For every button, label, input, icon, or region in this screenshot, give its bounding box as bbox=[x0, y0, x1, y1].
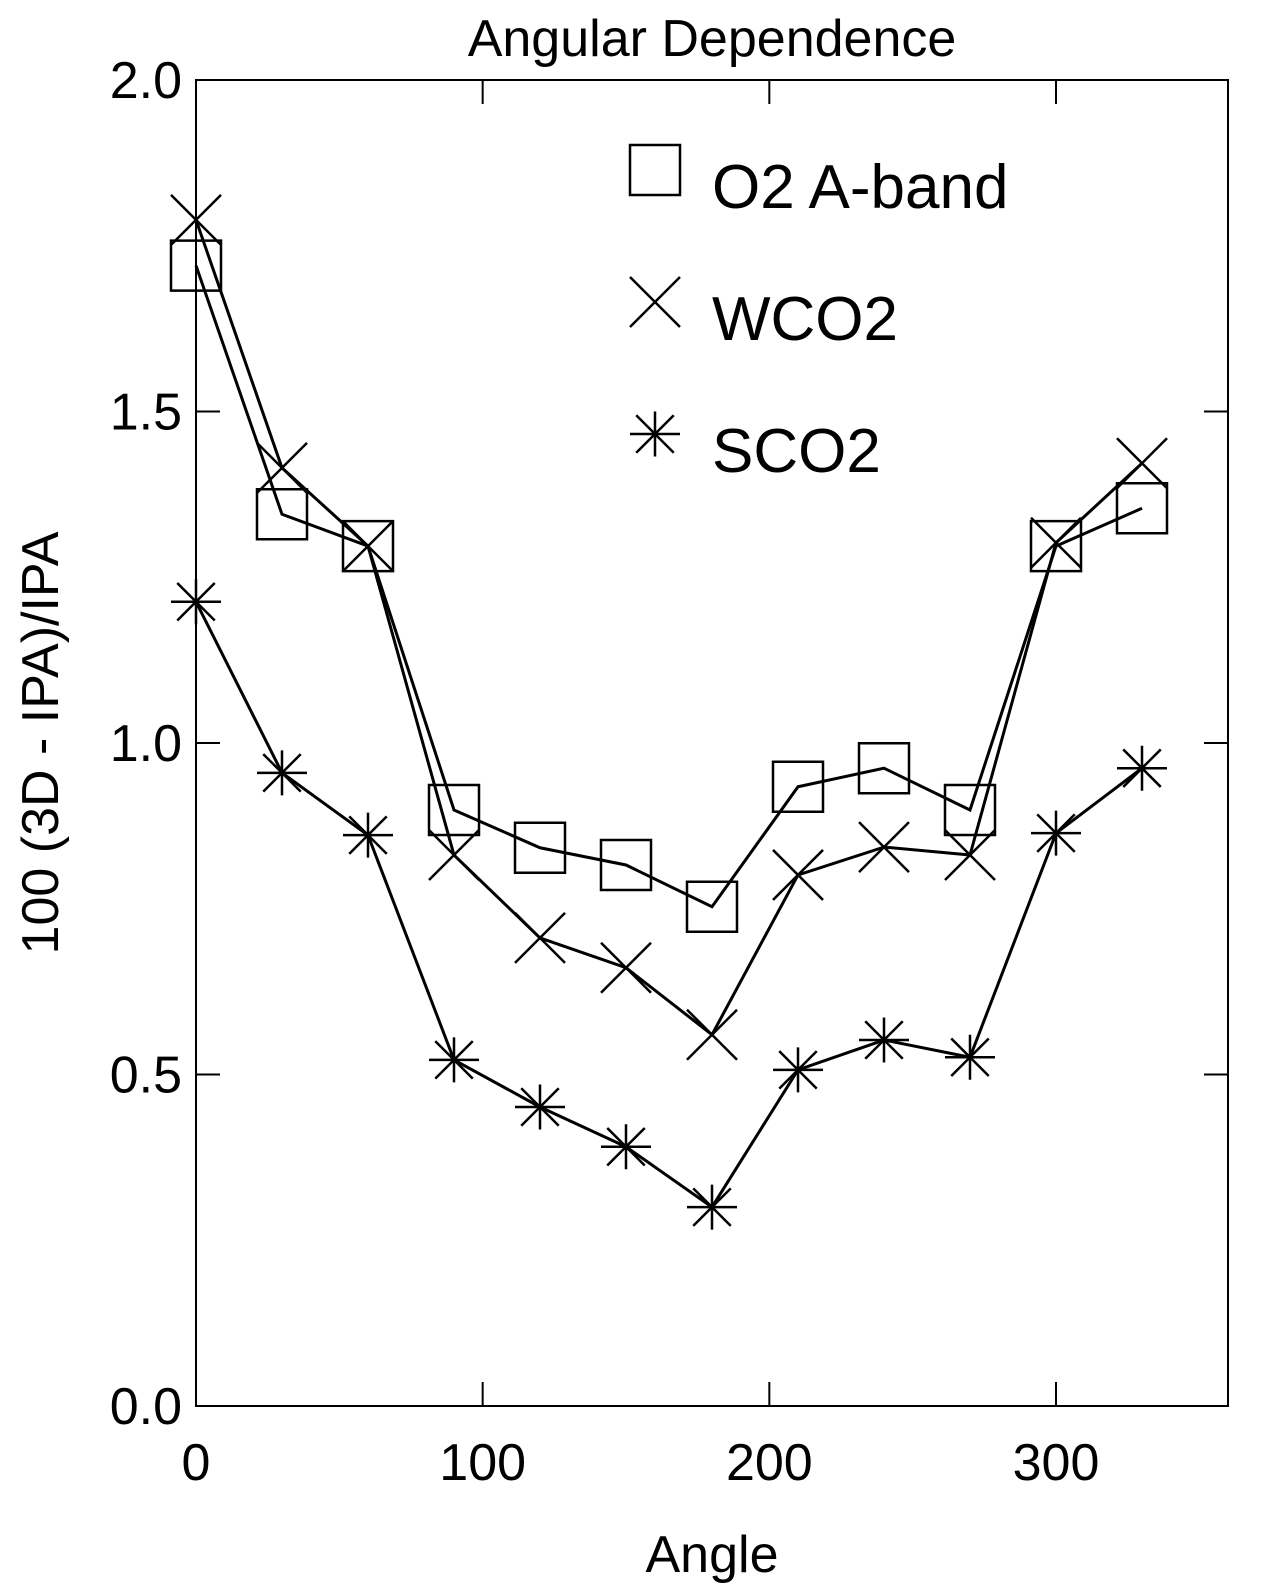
point-marker bbox=[1031, 810, 1081, 856]
point-marker bbox=[599, 838, 653, 892]
point-marker bbox=[1116, 437, 1168, 490]
point-marker bbox=[1115, 482, 1169, 535]
legend-label: O2 A-band bbox=[712, 153, 1008, 222]
point-marker bbox=[943, 783, 997, 837]
x-axis-label: Angle bbox=[646, 1526, 779, 1584]
point-marker bbox=[601, 1124, 651, 1170]
y-axis-label: 100 (3D - IPA)/IPA bbox=[12, 531, 70, 954]
legend-label: WCO2 bbox=[712, 285, 898, 354]
point-marker bbox=[343, 812, 393, 858]
point-marker bbox=[429, 1037, 479, 1083]
legend-label: SCO2 bbox=[712, 417, 881, 486]
point-marker bbox=[773, 1047, 823, 1093]
x-tick-label: 300 bbox=[1013, 1434, 1100, 1492]
legend-marker bbox=[629, 276, 681, 328]
point-marker bbox=[255, 488, 309, 541]
legend-marker bbox=[628, 143, 682, 197]
point-marker bbox=[772, 849, 824, 901]
point-marker bbox=[342, 520, 394, 572]
series-line bbox=[194, 219, 1144, 1037]
point-marker bbox=[515, 1084, 565, 1130]
point-marker bbox=[685, 880, 739, 934]
chart-title: Angular Dependence bbox=[468, 10, 957, 68]
point-marker bbox=[687, 1184, 737, 1230]
legend-marker bbox=[630, 411, 680, 457]
point-marker bbox=[171, 579, 221, 625]
point-marker bbox=[944, 829, 996, 881]
point-marker bbox=[1030, 516, 1082, 569]
point-marker bbox=[771, 760, 825, 814]
point-marker bbox=[945, 1034, 995, 1080]
point-marker bbox=[686, 1008, 738, 1061]
point-marker bbox=[427, 783, 481, 837]
point-marker bbox=[858, 821, 910, 873]
x-tick-label: 100 bbox=[439, 1434, 526, 1492]
series-line bbox=[194, 265, 1143, 909]
y-tick-label: 1.0 bbox=[110, 715, 182, 773]
x-tick-label: 200 bbox=[726, 1434, 813, 1492]
point-marker bbox=[513, 821, 567, 875]
y-tick-label: 2.0 bbox=[110, 52, 182, 110]
y-tick-label: 1.5 bbox=[110, 384, 182, 442]
point-marker bbox=[600, 941, 652, 994]
series-line bbox=[194, 601, 1143, 1210]
y-tick-label: 0.0 bbox=[110, 1378, 182, 1436]
point-marker bbox=[170, 194, 222, 246]
x-tick-label: 0 bbox=[182, 1434, 211, 1492]
y-tick-label: 0.5 bbox=[110, 1047, 182, 1105]
point-marker bbox=[257, 750, 307, 796]
point-marker bbox=[1117, 745, 1167, 791]
point-marker bbox=[256, 441, 308, 494]
point-marker bbox=[859, 1017, 909, 1063]
point-marker bbox=[1029, 519, 1083, 573]
point-marker bbox=[428, 829, 480, 881]
point-marker bbox=[857, 741, 911, 795]
point-marker bbox=[514, 912, 566, 964]
